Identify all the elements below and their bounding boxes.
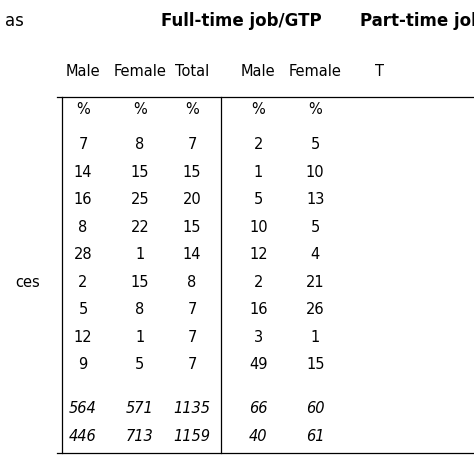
Text: 5: 5 bbox=[78, 302, 88, 318]
Text: 8: 8 bbox=[187, 275, 197, 290]
Text: 2: 2 bbox=[78, 275, 88, 290]
Text: Male: Male bbox=[241, 64, 276, 79]
Text: 15: 15 bbox=[130, 275, 149, 290]
Text: %: % bbox=[133, 102, 147, 117]
Text: 571: 571 bbox=[126, 401, 154, 417]
Text: 22: 22 bbox=[130, 220, 149, 235]
Text: 446: 446 bbox=[69, 429, 97, 444]
Text: 9: 9 bbox=[78, 357, 88, 373]
Text: %: % bbox=[308, 102, 322, 117]
Text: 8: 8 bbox=[135, 137, 145, 153]
Text: 15: 15 bbox=[306, 357, 325, 373]
Text: as: as bbox=[5, 12, 24, 30]
Text: 5: 5 bbox=[135, 357, 145, 373]
Text: 66: 66 bbox=[249, 401, 268, 417]
Text: 8: 8 bbox=[78, 220, 88, 235]
Text: 4: 4 bbox=[310, 247, 320, 263]
Text: 20: 20 bbox=[182, 192, 201, 208]
Text: 1135: 1135 bbox=[173, 401, 210, 417]
Text: 7: 7 bbox=[187, 137, 197, 153]
Text: 3: 3 bbox=[254, 330, 263, 345]
Text: Female: Female bbox=[113, 64, 166, 79]
Text: Part-time job: Part-time job bbox=[360, 12, 474, 30]
Text: 49: 49 bbox=[249, 357, 268, 373]
Text: 8: 8 bbox=[135, 302, 145, 318]
Text: 12: 12 bbox=[73, 330, 92, 345]
Text: Female: Female bbox=[289, 64, 342, 79]
Text: %: % bbox=[251, 102, 265, 117]
Text: 21: 21 bbox=[306, 275, 325, 290]
Text: 1: 1 bbox=[310, 330, 320, 345]
Text: 2: 2 bbox=[254, 275, 263, 290]
Text: 7: 7 bbox=[187, 302, 197, 318]
Text: 16: 16 bbox=[73, 192, 92, 208]
Text: Full-time job/GTP: Full-time job/GTP bbox=[161, 12, 322, 30]
Text: 5: 5 bbox=[254, 192, 263, 208]
Text: 5: 5 bbox=[310, 220, 320, 235]
Text: 25: 25 bbox=[130, 192, 149, 208]
Text: 1: 1 bbox=[254, 165, 263, 180]
Text: 1159: 1159 bbox=[173, 429, 210, 444]
Text: 1: 1 bbox=[135, 247, 145, 263]
Text: 15: 15 bbox=[182, 220, 201, 235]
Text: 7: 7 bbox=[187, 330, 197, 345]
Text: 26: 26 bbox=[306, 302, 325, 318]
Text: 28: 28 bbox=[73, 247, 92, 263]
Text: 16: 16 bbox=[249, 302, 268, 318]
Text: 7: 7 bbox=[187, 357, 197, 373]
Text: ces: ces bbox=[16, 275, 40, 290]
Text: 5: 5 bbox=[310, 137, 320, 153]
Text: T: T bbox=[375, 64, 383, 79]
Text: %: % bbox=[185, 102, 199, 117]
Text: 2: 2 bbox=[254, 137, 263, 153]
Text: 15: 15 bbox=[182, 165, 201, 180]
Text: 13: 13 bbox=[306, 192, 324, 208]
Text: Total: Total bbox=[175, 64, 209, 79]
Text: 12: 12 bbox=[249, 247, 268, 263]
Text: 40: 40 bbox=[249, 429, 268, 444]
Text: 61: 61 bbox=[306, 429, 325, 444]
Text: 14: 14 bbox=[73, 165, 92, 180]
Text: 564: 564 bbox=[69, 401, 97, 417]
Text: 10: 10 bbox=[249, 220, 268, 235]
Text: 10: 10 bbox=[306, 165, 325, 180]
Text: 713: 713 bbox=[126, 429, 154, 444]
Text: 15: 15 bbox=[130, 165, 149, 180]
Text: Male: Male bbox=[65, 64, 100, 79]
Text: 60: 60 bbox=[306, 401, 325, 417]
Text: 1: 1 bbox=[135, 330, 145, 345]
Text: 7: 7 bbox=[78, 137, 88, 153]
Text: %: % bbox=[76, 102, 90, 117]
Text: 14: 14 bbox=[182, 247, 201, 263]
